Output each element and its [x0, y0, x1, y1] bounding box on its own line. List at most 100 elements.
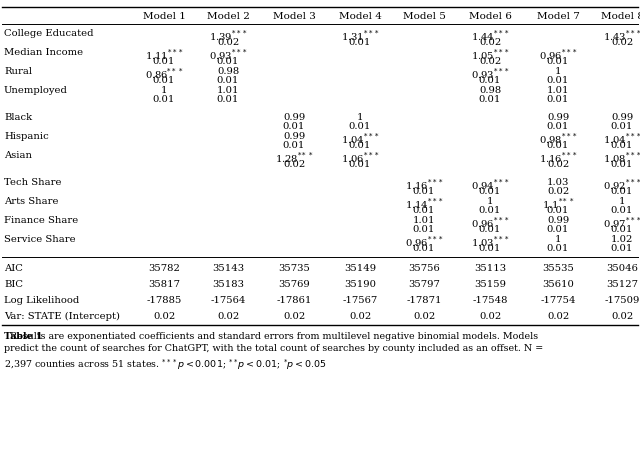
Text: 35143: 35143: [212, 263, 244, 273]
Text: 0.01: 0.01: [217, 76, 239, 85]
Text: 0.01: 0.01: [349, 160, 371, 169]
Text: 0.01: 0.01: [153, 76, 175, 85]
Text: 0.01: 0.01: [349, 122, 371, 131]
Text: Model 4: Model 4: [339, 12, 381, 21]
Text: 1.43$^{\mathdefault{***}}$: 1.43$^{\mathdefault{***}}$: [603, 29, 640, 44]
Text: 0.01: 0.01: [479, 206, 501, 214]
Text: 35797: 35797: [408, 279, 440, 288]
Text: -17885: -17885: [147, 295, 182, 304]
Text: Median Income: Median Income: [4, 48, 83, 57]
Text: 0.01: 0.01: [479, 243, 501, 253]
Text: 0.01: 0.01: [611, 160, 633, 169]
Text: 0.01: 0.01: [611, 224, 633, 233]
Text: 0.01: 0.01: [413, 243, 435, 253]
Text: 0.01: 0.01: [611, 141, 633, 150]
Text: BIC: BIC: [4, 279, 23, 288]
Text: Hispanic: Hispanic: [4, 131, 49, 141]
Text: 0.01: 0.01: [479, 224, 501, 233]
Text: 0.01: 0.01: [479, 76, 501, 85]
Text: -17567: -17567: [342, 295, 378, 304]
Text: 35159: 35159: [474, 279, 506, 288]
Text: 1.11$^{\mathdefault{***}}$: 1.11$^{\mathdefault{***}}$: [145, 48, 184, 63]
Text: 0.02: 0.02: [547, 160, 569, 169]
Text: Arts Share: Arts Share: [4, 197, 58, 206]
Text: 0.02: 0.02: [283, 311, 305, 320]
Text: Var: STATE (Intercept): Var: STATE (Intercept): [4, 311, 120, 320]
Text: 0.02: 0.02: [479, 57, 501, 66]
Text: 0.93$^{\mathdefault{***}}$: 0.93$^{\mathdefault{***}}$: [470, 67, 509, 82]
Text: Model 7: Model 7: [536, 12, 579, 21]
Text: 1.05$^{\mathdefault{***}}$: 1.05$^{\mathdefault{***}}$: [470, 48, 509, 63]
Text: 0.02: 0.02: [283, 160, 305, 169]
Text: 1: 1: [555, 67, 561, 76]
Text: Service Share: Service Share: [4, 234, 76, 243]
Text: 1.1$^{\mathdefault{***}}$: 1.1$^{\mathdefault{***}}$: [542, 197, 574, 212]
Text: 0.01: 0.01: [611, 206, 633, 214]
Text: 1: 1: [619, 197, 625, 206]
Text: 0.02: 0.02: [217, 311, 239, 320]
Text: 35113: 35113: [474, 263, 506, 273]
Text: -17509: -17509: [604, 295, 640, 304]
Text: 0.01: 0.01: [547, 206, 569, 214]
Text: 1.02: 1.02: [611, 234, 633, 243]
Text: Unemployed: Unemployed: [4, 86, 68, 95]
Text: Rural: Rural: [4, 67, 32, 76]
Text: Tech Share: Tech Share: [4, 177, 61, 187]
Text: 0.01: 0.01: [413, 187, 435, 196]
Text: Model 8: Model 8: [600, 12, 640, 21]
Text: 0.01: 0.01: [349, 38, 371, 47]
Text: 0.01: 0.01: [413, 206, 435, 214]
Text: Log Likelihood: Log Likelihood: [4, 295, 79, 304]
Text: 0.02: 0.02: [413, 311, 435, 320]
Text: 0.02: 0.02: [217, 38, 239, 47]
Text: 0.01: 0.01: [611, 187, 633, 196]
Text: 0.01: 0.01: [547, 76, 569, 85]
Text: 1.01: 1.01: [413, 216, 435, 224]
Text: 0.93$^{\mathdefault{***}}$: 0.93$^{\mathdefault{***}}$: [209, 48, 248, 63]
Text: 1.06$^{\mathdefault{***}}$: 1.06$^{\mathdefault{***}}$: [340, 151, 380, 166]
Text: 0.96$^{\mathdefault{***}}$: 0.96$^{\mathdefault{***}}$: [539, 48, 577, 63]
Text: 1.16$^{\mathdefault{***}}$: 1.16$^{\mathdefault{***}}$: [404, 177, 444, 193]
Text: -17564: -17564: [211, 295, 246, 304]
Text: Asian: Asian: [4, 151, 32, 160]
Text: 0.01: 0.01: [547, 224, 569, 233]
Text: 1.31$^{\mathdefault{***}}$: 1.31$^{\mathdefault{***}}$: [340, 29, 380, 44]
Text: 35046: 35046: [606, 263, 638, 273]
Text: 0.01: 0.01: [547, 57, 569, 66]
Text: 0.01: 0.01: [217, 95, 239, 104]
Text: 0.96$^{\mathdefault{***}}$: 0.96$^{\mathdefault{***}}$: [404, 234, 444, 250]
Text: Model 5: Model 5: [403, 12, 445, 21]
Text: 0.02: 0.02: [547, 311, 569, 320]
Text: 35735: 35735: [278, 263, 310, 273]
Text: 0.02: 0.02: [479, 311, 501, 320]
Text: 0.01: 0.01: [413, 224, 435, 233]
Text: 0.98$^{\mathdefault{***}}$: 0.98$^{\mathdefault{***}}$: [539, 131, 577, 147]
Text: Model 1: Model 1: [143, 12, 186, 21]
Text: Finance Share: Finance Share: [4, 216, 78, 224]
Text: 1.03: 1.03: [547, 177, 569, 187]
Text: 0.86$^{\mathdefault{***}}$: 0.86$^{\mathdefault{***}}$: [145, 67, 183, 82]
Text: -17871: -17871: [406, 295, 442, 304]
Text: Model 2: Model 2: [207, 12, 250, 21]
Text: 1: 1: [487, 197, 493, 206]
Text: 1.08$^{\mathdefault{***}}$: 1.08$^{\mathdefault{***}}$: [603, 151, 640, 166]
Text: 1.01: 1.01: [547, 86, 569, 95]
Text: 0.01: 0.01: [547, 141, 569, 150]
Text: 0.01: 0.01: [611, 243, 633, 253]
Text: Model 3: Model 3: [273, 12, 316, 21]
Text: 35817: 35817: [148, 279, 180, 288]
Text: -17548: -17548: [472, 295, 508, 304]
Text: 35782: 35782: [148, 263, 180, 273]
Text: 0.01: 0.01: [349, 141, 371, 150]
Text: 0.98: 0.98: [479, 86, 501, 95]
Text: 0.97$^{\mathdefault{***}}$: 0.97$^{\mathdefault{***}}$: [603, 216, 640, 231]
Text: Table 1: Table 1: [4, 331, 42, 340]
Text: 0.02: 0.02: [611, 311, 633, 320]
Text: 0.01: 0.01: [547, 95, 569, 104]
Text: 0.98: 0.98: [217, 67, 239, 76]
Text: 0.02: 0.02: [611, 38, 633, 47]
Text: 0.02: 0.02: [153, 311, 175, 320]
Text: 1.14$^{\mathdefault{***}}$: 1.14$^{\mathdefault{***}}$: [404, 197, 444, 212]
Text: 0.01: 0.01: [547, 243, 569, 253]
Text: 0.01: 0.01: [153, 95, 175, 104]
